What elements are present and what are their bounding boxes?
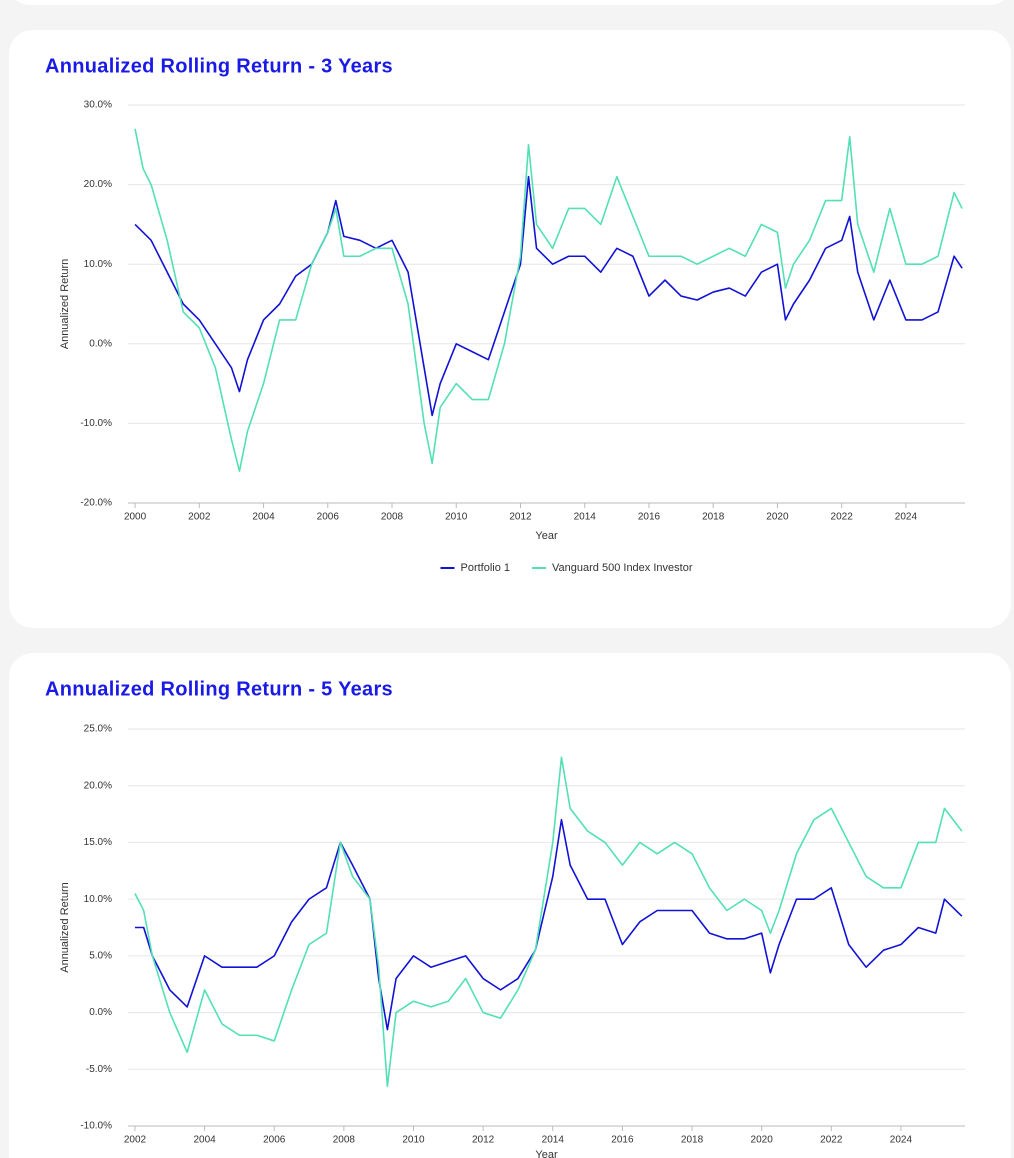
y-tick-label: 15.0%: [84, 837, 112, 848]
y-tick-label: 0.0%: [89, 338, 112, 349]
legend-label: Portfolio 1: [461, 562, 511, 574]
series-line: [134, 756, 963, 1088]
x-tick-label: 2020: [751, 1135, 774, 1146]
y-axis-label: Annualized Return: [59, 882, 71, 973]
y-tick-label: -10.0%: [80, 1121, 112, 1132]
x-tick-label: 2020: [766, 512, 789, 523]
y-tick-label: 20.0%: [84, 780, 112, 791]
series-line: [134, 175, 963, 417]
series-line: [134, 818, 963, 1031]
x-tick-label: 2018: [681, 1135, 704, 1146]
y-tick-label: 5.0%: [89, 950, 112, 961]
y-tick-label: 20.0%: [84, 179, 112, 190]
x-tick-label: 2010: [402, 1135, 425, 1146]
card: [9, 30, 1011, 628]
x-tick-label: 2004: [252, 512, 275, 523]
x-tick-label: 2022: [820, 1135, 843, 1146]
y-tick-label: 30.0%: [84, 100, 112, 111]
x-tick-label: 2022: [831, 512, 854, 523]
y-axis-label: Annualized Return: [59, 259, 71, 350]
x-axis-label: Year: [535, 530, 558, 542]
y-tick-label: 25.0%: [84, 724, 112, 735]
x-tick-label: 2012: [509, 512, 532, 523]
x-tick-label: 2002: [188, 512, 211, 523]
x-tick-label: 2008: [333, 1135, 356, 1146]
y-tick-label: -5.0%: [86, 1064, 112, 1075]
y-tick-label: 0.0%: [89, 1007, 112, 1018]
chart-title: Annualized Rolling Return - 3 Years: [45, 55, 393, 77]
x-tick-label: 2006: [263, 1135, 286, 1146]
card: [15, 0, 1005, 5]
x-tick-label: 2008: [381, 512, 404, 523]
x-tick-label: 2010: [445, 512, 468, 523]
x-tick-label: 2024: [895, 512, 918, 523]
y-tick-label: 10.0%: [84, 894, 112, 905]
series-line: [134, 128, 963, 472]
x-tick-label: 2014: [574, 512, 597, 523]
y-tick-label: -10.0%: [80, 418, 112, 429]
x-tick-label: 2018: [702, 512, 725, 523]
x-tick-label: 2012: [472, 1135, 495, 1146]
card: [9, 653, 1011, 1158]
x-tick-label: 2002: [124, 1135, 147, 1146]
x-tick-label: 2014: [542, 1135, 565, 1146]
x-tick-label: 2024: [890, 1135, 913, 1146]
x-tick-label: 2006: [317, 512, 340, 523]
x-axis-label: Year: [535, 1149, 558, 1158]
x-tick-label: 2000: [124, 512, 147, 523]
chart-title: Annualized Rolling Return - 5 Years: [45, 678, 393, 700]
x-tick-label: 2016: [638, 512, 661, 523]
y-tick-label: 10.0%: [84, 259, 112, 270]
x-tick-label: 2016: [611, 1135, 634, 1146]
legend-label: Vanguard 500 Index Investor: [552, 562, 693, 574]
y-tick-label: -20.0%: [80, 498, 112, 509]
x-tick-label: 2004: [193, 1135, 216, 1146]
